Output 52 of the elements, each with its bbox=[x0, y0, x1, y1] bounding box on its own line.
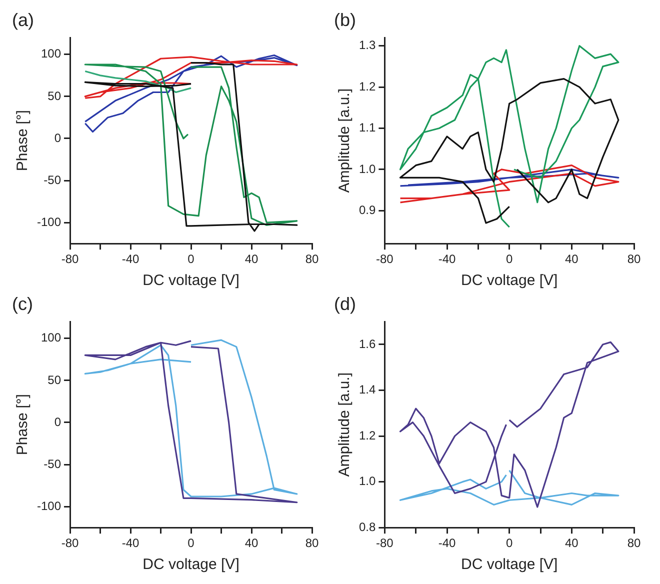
y-tick-label: 1.6 bbox=[358, 336, 376, 351]
y-tick-label: -100 bbox=[36, 498, 62, 513]
y-tick-label: 1.1 bbox=[358, 120, 376, 135]
chart-title: (b) bbox=[334, 10, 356, 30]
y-tick-label: 1.0 bbox=[358, 162, 376, 176]
y-axis-title: Phase [°] bbox=[14, 394, 32, 456]
x-axis-title: DC voltage [V] bbox=[460, 556, 558, 574]
x-tick-label: -80 bbox=[61, 536, 80, 550]
x-tick-label: 80 bbox=[305, 536, 319, 550]
x-axis-title: DC voltage [V] bbox=[142, 272, 240, 290]
x-tick-label: 40 bbox=[564, 252, 579, 266]
y-axis-title: Amplitude [a.u.] bbox=[336, 88, 354, 193]
y-tick-label: 50 bbox=[48, 88, 62, 103]
x-tick-label: 80 bbox=[305, 252, 319, 266]
y-tick-label: 0.8 bbox=[358, 520, 376, 534]
y-tick-label: 0 bbox=[54, 130, 62, 145]
x-tick-label: -40 bbox=[122, 252, 140, 266]
x-tick-label: -80 bbox=[61, 252, 80, 266]
y-tick-label: 0.9 bbox=[358, 202, 376, 217]
chart-title: (d) bbox=[334, 294, 356, 314]
y-tick-label: 1.0 bbox=[358, 474, 376, 488]
x-tick-label: 40 bbox=[244, 536, 258, 550]
chart-title: (a) bbox=[12, 10, 34, 30]
y-tick-label: 100 bbox=[40, 46, 62, 61]
x-tick-label: -40 bbox=[438, 252, 456, 266]
y-tick-label: 50 bbox=[48, 372, 62, 387]
x-tick-label: -80 bbox=[376, 252, 394, 266]
x-tick-label: 0 bbox=[506, 252, 513, 266]
chart-title: (c) bbox=[12, 294, 33, 314]
y-tick-label: -100 bbox=[36, 214, 62, 229]
x-tick-label: 0 bbox=[188, 536, 195, 550]
y-tick-label: 100 bbox=[40, 330, 62, 345]
y-tick-label: 1.4 bbox=[358, 382, 376, 397]
x-tick-label: -40 bbox=[438, 536, 456, 550]
y-tick-label: -50 bbox=[44, 456, 62, 471]
x-axis-title: DC voltage [V] bbox=[460, 272, 558, 290]
x-tick-label: 0 bbox=[188, 252, 195, 266]
y-tick-label: -50 bbox=[44, 172, 62, 187]
x-tick-label: 40 bbox=[244, 252, 258, 266]
x-tick-label: -80 bbox=[376, 536, 394, 550]
x-tick-label: 80 bbox=[627, 536, 641, 550]
y-tick-label: 1.3 bbox=[358, 38, 376, 52]
x-axis-title: DC voltage [V] bbox=[142, 556, 240, 574]
y-tick-label: 1.2 bbox=[358, 79, 376, 94]
x-tick-label: -40 bbox=[122, 536, 140, 550]
x-tick-label: 40 bbox=[564, 536, 579, 550]
y-tick-label: 0 bbox=[54, 414, 62, 429]
x-tick-label: 0 bbox=[506, 536, 513, 550]
y-axis-title: Phase [°] bbox=[14, 110, 32, 172]
x-tick-label: 80 bbox=[627, 252, 641, 266]
y-tick-label: 1.2 bbox=[358, 428, 376, 442]
y-axis-title: Amplitude [a.u.] bbox=[336, 372, 354, 477]
